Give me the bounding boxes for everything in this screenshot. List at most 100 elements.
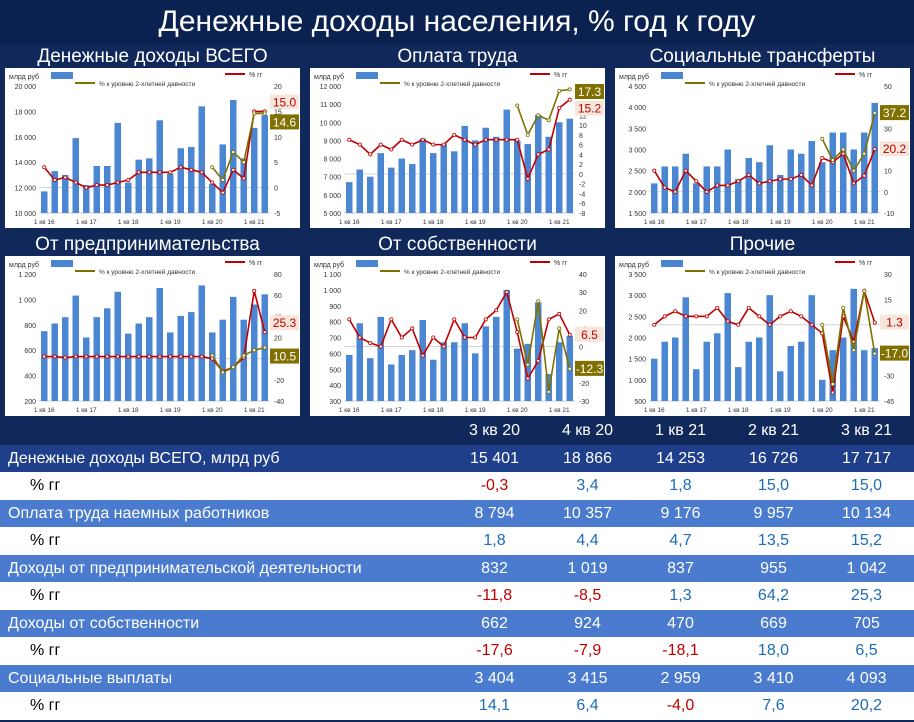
legend-line1-label: % гг <box>249 260 263 267</box>
yoy-point <box>725 319 730 324</box>
yoy-end-label-bg <box>270 315 299 331</box>
x-tick-label: 1 кв 19 <box>465 407 486 414</box>
two-year-point <box>830 382 835 387</box>
legend-line2-label: % к уровню 2-хлетней давности <box>99 80 195 88</box>
yoy-point <box>368 340 373 345</box>
y2-tick-label: 10 <box>579 123 587 130</box>
table-cell: -18,1 <box>662 642 699 659</box>
y-tick-label: 16 000 <box>15 135 37 142</box>
bar <box>450 342 458 401</box>
bar <box>503 289 511 401</box>
bar <box>429 359 437 401</box>
x-tick-label: 1 кв 18 <box>423 219 444 226</box>
table-row-label: % гг <box>30 697 61 714</box>
x-tick-label: 1 кв 21 <box>854 219 875 226</box>
x-tick-label: 1 кв 20 <box>812 219 833 226</box>
legend-bar-swatch <box>51 260 73 267</box>
yoy-point <box>673 309 678 314</box>
x-tick-label: 1 кв 16 <box>34 407 55 414</box>
panel-title-5: От собственности <box>378 234 537 255</box>
yoy-point <box>399 335 404 340</box>
bar <box>145 158 153 213</box>
yoy-point <box>52 177 57 182</box>
x-tick-label: 1 кв 16 <box>644 407 665 414</box>
table-header-spacer <box>0 417 448 445</box>
table-cell: 9 176 <box>660 504 701 522</box>
summary-table: 3 кв 20 4 кв 20 1 кв 21 2 кв 21 3 кв 21 … <box>0 417 914 722</box>
bar <box>408 164 416 213</box>
table-cell: 837 <box>667 559 694 577</box>
yoy-point <box>546 317 551 322</box>
table-row: Социальные выплаты 3 404 3 415 2 959 3 410 4 … <box>0 664 914 692</box>
yoy-point <box>189 354 194 359</box>
y-tick-label: 4 000 <box>628 105 646 112</box>
yoy-end-label-bg <box>270 94 299 110</box>
table-cell: 9 957 <box>753 504 794 522</box>
two-year-point <box>536 299 541 304</box>
y-tick-label: 1 000 <box>18 297 36 304</box>
table-cell: 3 404 <box>474 669 515 687</box>
x-tick-label: 1 кв 18 <box>118 219 139 226</box>
yoy-point <box>557 311 562 316</box>
two-year-point <box>262 345 267 350</box>
yoy-point <box>662 185 667 190</box>
y-tick-label: 900 <box>329 304 341 311</box>
table-row-label: % гг <box>30 642 61 659</box>
table-cell: 20,2 <box>850 697 883 714</box>
y-tick-label: 1 000 <box>323 288 341 295</box>
table-cell: 8 794 <box>474 504 515 522</box>
table-row: % гг -11,8 -8,5 1,3 64,2 25,3 <box>0 582 914 610</box>
x-tick-label: 1 кв 18 <box>118 407 139 414</box>
panel-title-6: Прочие <box>729 234 796 255</box>
yoy-point <box>799 314 804 319</box>
yoy-point <box>788 177 793 182</box>
bar <box>682 153 690 213</box>
bar <box>661 341 669 401</box>
x-tick-label: 1 кв 17 <box>686 219 707 226</box>
yoy-point <box>546 147 551 152</box>
table-cell: -11,8 <box>476 587 513 604</box>
two-year-point <box>241 160 246 165</box>
y2-tick-label: -6 <box>579 201 585 208</box>
bar <box>82 337 90 401</box>
table-cell: 14 253 <box>656 449 705 467</box>
y-tick-label: 2 000 <box>628 190 646 197</box>
y2-tick-label: 0 <box>884 190 888 197</box>
bar <box>398 158 406 213</box>
legend-bar-swatch <box>51 72 73 79</box>
legend-line2-label: % к уровню 2-хлетней давности <box>709 268 805 276</box>
two-year-point <box>567 87 572 92</box>
y-tick-label: 11 000 <box>320 102 341 109</box>
yoy-point <box>431 142 436 147</box>
legend-bar-label: млрд руб <box>619 261 649 269</box>
yoy-point <box>862 173 867 178</box>
yoy-point <box>725 183 730 188</box>
bar <box>692 183 700 213</box>
table-cell: 669 <box>760 614 787 632</box>
bar <box>93 317 101 401</box>
table-cell: 18,0 <box>757 642 790 659</box>
yoy-point <box>872 320 877 325</box>
legend-line1-label: % гг <box>859 260 873 267</box>
bar <box>261 115 269 213</box>
yoy-point <box>536 358 541 363</box>
bar <box>61 174 69 213</box>
bar <box>650 358 658 401</box>
bar <box>240 158 248 213</box>
bar <box>555 342 563 401</box>
table-cell: 3 415 <box>567 669 608 687</box>
two-year-point <box>841 147 846 152</box>
x-tick-label: 1 кв 17 <box>76 407 97 414</box>
table-cell: 6,5 <box>855 642 878 659</box>
yoy-point <box>410 142 415 147</box>
table-cell: -8,5 <box>573 587 602 604</box>
bar <box>461 125 469 213</box>
legend-line1-label: % гг <box>554 72 568 79</box>
two-year-end-label: -17.0 <box>881 347 909 361</box>
yoy-point <box>536 152 541 157</box>
table-cell: 470 <box>667 614 694 632</box>
table-cell: 17 717 <box>842 449 891 467</box>
legend-bar-swatch <box>661 260 683 267</box>
table-cell: 3,4 <box>576 477 599 494</box>
two-year-point <box>567 366 572 371</box>
